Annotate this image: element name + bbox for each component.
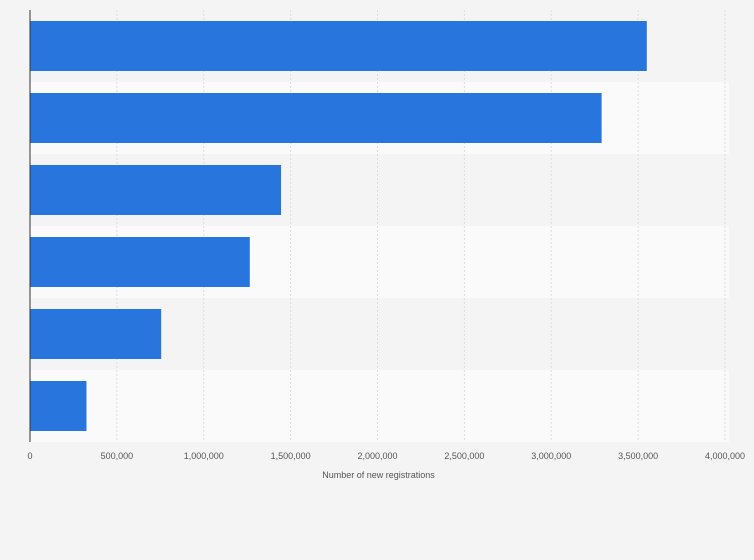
gridlines [116,10,726,442]
bar[interactable] [30,381,87,431]
bar[interactable] [30,165,282,215]
bar[interactable] [30,21,647,71]
category-bands [30,10,729,442]
bar[interactable] [30,93,602,143]
x-tick-label: 2,000,000 [357,451,397,461]
x-tick-label: 2,500,000 [444,451,484,461]
x-tick-label: 500,000 [101,451,134,461]
x-tick-labels: 0 500,000 1,000,000 1,500,000 2,000,000 2,500… [27,451,745,461]
bar[interactable] [30,309,162,359]
x-tick-label: 0 [27,451,32,461]
bars [30,21,647,431]
x-tick-label: 1,500,000 [271,451,311,461]
category-band [30,370,729,442]
bar[interactable] [30,237,250,287]
x-axis-title: Number of new registrations [322,470,435,480]
x-tick-label: 3,000,000 [531,451,571,461]
x-tick-label: 1,000,000 [184,451,224,461]
x-tick-label: 4,000,000 [705,451,745,461]
x-tick-label: 3,500,000 [618,451,658,461]
